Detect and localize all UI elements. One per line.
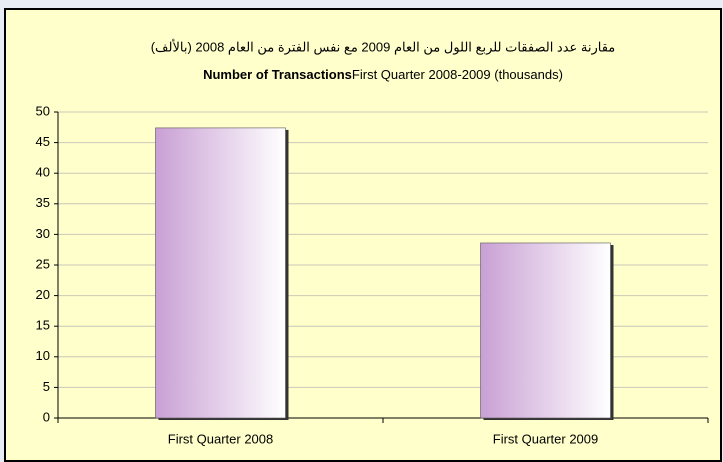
bar	[155, 127, 286, 419]
y-tick-label: 35	[36, 195, 50, 210]
y-tick-label: 5	[43, 379, 50, 394]
y-tick-label: 15	[36, 318, 50, 333]
chart-title-bold: Number of Transactions	[203, 67, 352, 82]
chart-title: Number of TransactionsFirst Quarter 2008…	[203, 67, 563, 82]
y-tick-label: 40	[36, 165, 50, 180]
x-tick-label: First Quarter 2008	[168, 431, 274, 446]
y-tick-label: 45	[36, 134, 50, 149]
chart-title-arabic: مقارنة عدد الصفقات للربع اللول من العام …	[151, 38, 616, 55]
y-tick-label: 20	[36, 287, 50, 302]
y-tick-label: 50	[36, 103, 50, 118]
y-tick-label: 10	[36, 348, 50, 363]
x-tick-label: First Quarter 2009	[493, 431, 599, 446]
bar	[480, 242, 611, 419]
chart-title-rest: First Quarter 2008-2009 (thousands)	[352, 67, 563, 82]
y-tick-label: 0	[43, 409, 50, 424]
y-tick-label: 30	[36, 226, 50, 241]
y-tick-label: 25	[36, 256, 50, 271]
